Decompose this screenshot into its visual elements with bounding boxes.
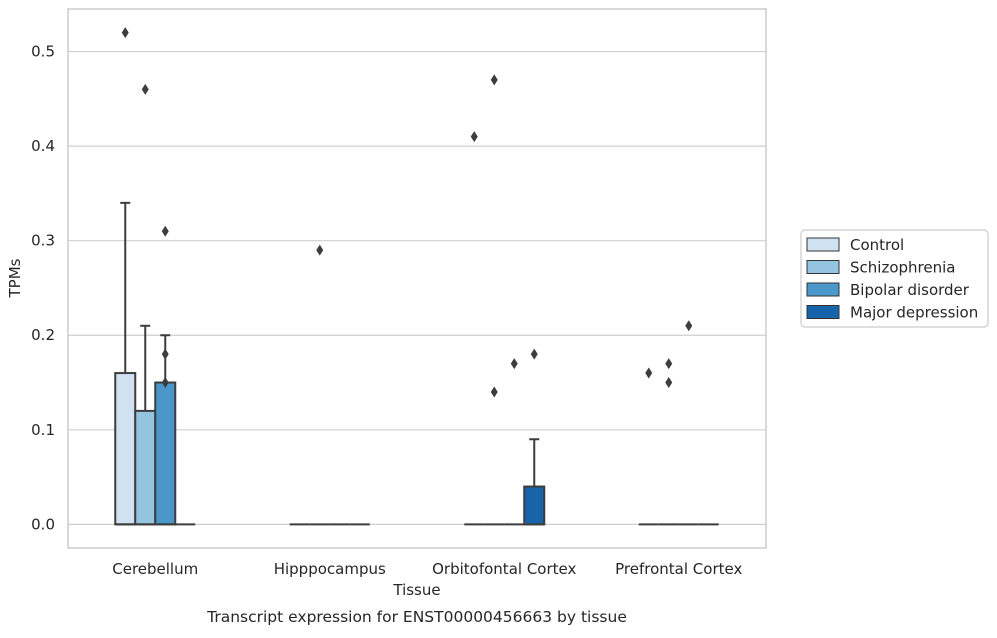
legend-swatch [806, 237, 840, 252]
legend-label: Control [850, 236, 904, 254]
box-control [464, 131, 485, 526]
outlier-point [161, 377, 169, 389]
outlier-point [490, 74, 498, 86]
outlier-point [141, 83, 149, 95]
box-layer [114, 27, 719, 526]
box-bipolar-disorder [504, 358, 525, 526]
outlier-point [645, 367, 653, 379]
outlier-point [510, 358, 518, 370]
box-schizophrenia [484, 74, 505, 526]
y-tick-label: 0.3 [31, 232, 55, 250]
y-tick-label: 0.4 [31, 137, 55, 155]
outlier-point [665, 358, 673, 370]
plot-frame [67, 8, 767, 549]
box-iqr [154, 381, 177, 526]
x-tick-label: Orbitofontal Cortex [432, 560, 576, 578]
box-control [114, 27, 137, 526]
y-tick-label: 0.5 [31, 43, 55, 61]
y-tick-label: 0.1 [31, 421, 55, 439]
box-iqr [114, 372, 137, 526]
box-major-depression [523, 348, 546, 526]
x-axis-label: Tissue [392, 581, 440, 599]
legend-label: Major depression [850, 304, 978, 322]
x-tick-label: Cerebellum [112, 560, 198, 578]
legend-swatch [806, 305, 840, 319]
outlier-point [685, 320, 693, 332]
box-schizophrenia [309, 244, 330, 526]
outlier-point [316, 244, 324, 256]
legend: Control Schizophrenia Bipolar disorder Majo… [800, 229, 989, 328]
box-iqr [523, 485, 546, 526]
box-bipolar-disorder [154, 225, 177, 526]
outlier-point [470, 131, 478, 143]
legend-label: Bipolar disorder [850, 281, 970, 299]
outlier-point [161, 225, 169, 237]
legend-frame [800, 229, 989, 328]
legend-swatch [806, 260, 840, 274]
outlier-point [530, 348, 538, 360]
y-tick-label: 0.0 [31, 515, 55, 533]
chart-caption: Transcript expression for ENST0000045666… [206, 608, 627, 626]
x-tick-label: Hipppocampus [274, 560, 386, 578]
box-schizophrenia [134, 83, 157, 526]
outlier-point [665, 377, 673, 389]
box-control [638, 367, 659, 526]
axis-layer: 0.0 0.1 0.2 0.3 0.4 0.5 Cerebellum Hipppocampus… [31, 8, 767, 578]
box-schizophrenia [658, 358, 679, 526]
outlier-point [121, 27, 129, 39]
box-bipolar-disorder [678, 320, 699, 526]
x-tick-label: Prefrontal Cortex [615, 560, 742, 578]
y-tick-label: 0.2 [31, 326, 55, 344]
outlier-point [161, 348, 169, 360]
y-axis-label: TPMs [6, 258, 24, 298]
box-iqr [134, 409, 157, 526]
legend-label: Schizophrenia [850, 259, 955, 277]
outlier-point [490, 386, 498, 398]
legend-swatch [806, 282, 840, 297]
